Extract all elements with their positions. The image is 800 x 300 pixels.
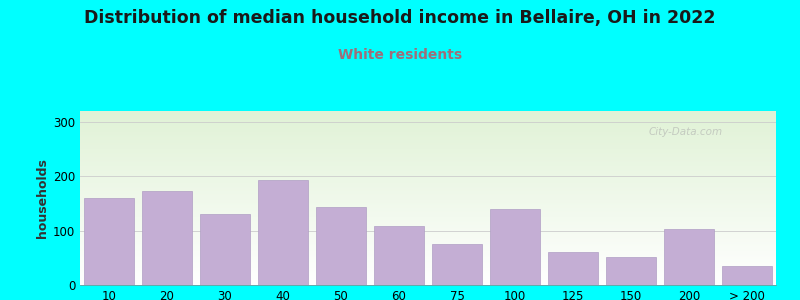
Bar [200, 214, 250, 285]
Bar [142, 191, 192, 285]
Bar [606, 257, 656, 285]
Text: White residents: White residents [338, 48, 462, 62]
Text: City-Data.com: City-Data.com [649, 127, 722, 137]
Bar [84, 198, 134, 285]
Bar [432, 244, 482, 285]
Bar [548, 252, 598, 285]
Bar [258, 180, 308, 285]
Bar [722, 266, 772, 285]
Bar [490, 209, 540, 285]
Y-axis label: households: households [36, 158, 49, 238]
Text: Distribution of median household income in Bellaire, OH in 2022: Distribution of median household income … [84, 9, 716, 27]
Bar [374, 226, 424, 285]
Bar [316, 207, 366, 285]
Bar [664, 229, 714, 285]
